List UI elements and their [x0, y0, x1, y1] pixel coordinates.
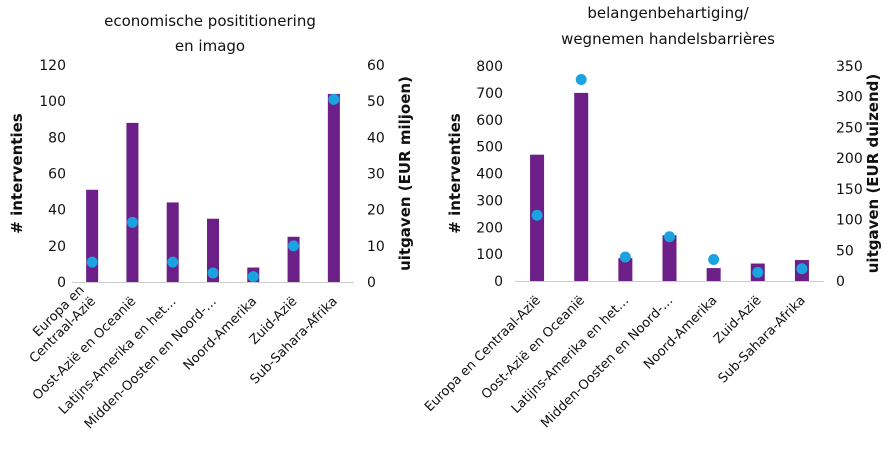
bar-interventies: [207, 218, 219, 282]
y2-tick-label: 100: [836, 213, 863, 229]
dot-uitgaven: [619, 251, 631, 263]
chart-title-line: wegnemen handelsbarrières: [561, 30, 775, 48]
dot-uitgaven: [167, 256, 179, 268]
category-label: Sub-Sahara-Afrika: [716, 293, 809, 386]
chart-title-line: economische posititionering: [104, 12, 316, 30]
dot-uitgaven: [664, 231, 675, 243]
dot-uitgaven: [86, 256, 98, 268]
chart-title-line: en imago: [175, 37, 245, 55]
y-axis-label: # interventies: [446, 113, 464, 233]
y2-axis-label: uitgaven (EUR duizend): [864, 74, 882, 274]
dot-uitgaven: [328, 93, 340, 105]
y-tick-label: 500: [476, 140, 503, 156]
y-tick-label: 100: [476, 247, 503, 263]
bar-interventies: [126, 122, 139, 282]
y-axis-label: # interventies: [8, 113, 26, 233]
y2-tick-label: 10: [367, 239, 385, 255]
y2-tick-label: 50: [836, 243, 854, 259]
dot-uitgaven: [575, 74, 587, 86]
bar-interventies: [618, 258, 633, 281]
y-tick-label: 0: [494, 274, 503, 290]
y-tick-label: 300: [476, 193, 503, 209]
dot-uitgaven: [531, 209, 543, 221]
y2-tick-label: 0: [836, 274, 845, 290]
dot-uitgaven: [126, 216, 138, 228]
dot-uitgaven: [752, 266, 764, 278]
y2-tick-label: 30: [367, 167, 385, 183]
y-tick-label: 600: [476, 113, 503, 129]
y-tick-label: 40: [48, 203, 66, 219]
y-tick-label: 100: [39, 94, 66, 110]
dot-uitgaven: [796, 263, 808, 275]
y2-tick-label: 40: [367, 130, 385, 146]
dot-uitgaven: [708, 254, 720, 265]
y-tick-label: 80: [48, 130, 66, 146]
y-tick-label: 800: [476, 59, 503, 75]
dot-uitgaven: [288, 240, 300, 252]
bar-interventies: [327, 93, 340, 282]
y-tick-label: 400: [476, 167, 503, 183]
y-tick-label: 60: [48, 167, 66, 183]
y2-tick-label: 0: [367, 275, 376, 291]
y2-tick-label: 20: [367, 203, 385, 219]
y-tick-label: 120: [39, 58, 66, 74]
bar-interventies: [662, 235, 677, 281]
bar-interventies: [574, 92, 589, 281]
bar-interventies: [706, 268, 721, 281]
y-tick-label: 0: [57, 275, 66, 291]
bar-interventies: [166, 202, 179, 282]
y-tick-label: 200: [476, 220, 503, 236]
bar-interventies: [86, 189, 99, 282]
y2-tick-label: 200: [836, 151, 863, 167]
y2-tick-label: 50: [367, 94, 385, 110]
category-label: Noord-Amerika: [181, 294, 260, 373]
dot-uitgaven: [207, 267, 219, 279]
y2-tick-label: 350: [836, 59, 863, 75]
y2-tick-label: 250: [836, 120, 863, 136]
y2-tick-label: 60: [367, 58, 385, 74]
y-tick-label: 20: [48, 239, 66, 255]
dot-uitgaven: [247, 271, 259, 283]
chart-title-line: belangenbehartiging/: [587, 4, 749, 22]
y-tick-label: 700: [476, 86, 503, 102]
y2-tick-label: 150: [836, 182, 863, 198]
y2-tick-label: 300: [836, 90, 863, 106]
y2-axis-label: uitgaven (EUR miljoen): [396, 76, 414, 271]
